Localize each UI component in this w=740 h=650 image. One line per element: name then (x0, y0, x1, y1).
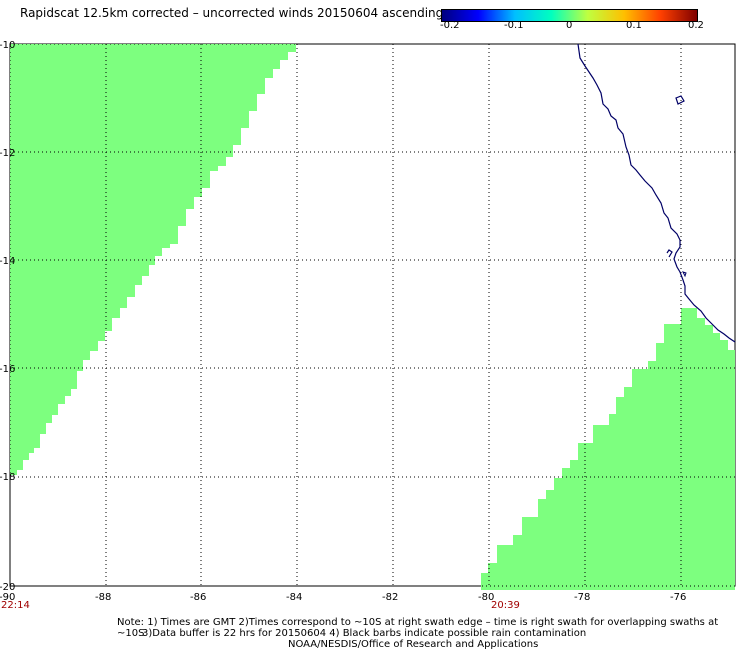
islet-icon (682, 271, 687, 278)
y-tick-label: -18 (0, 472, 15, 483)
x-tick-label: -78 (574, 592, 590, 603)
inlet-icon (666, 249, 673, 258)
swath-right (481, 308, 735, 590)
y-tick-label: -10 (0, 40, 15, 51)
time-right: 20:39 (491, 600, 520, 611)
swath-left (10, 44, 296, 475)
y-tick-label: -12 (0, 148, 15, 159)
y-tick-label: -20 (0, 582, 15, 593)
colorbar (441, 9, 698, 22)
colorbar-label-min: -0.2 (440, 20, 460, 31)
colorbar-label-zero: 0 (566, 20, 573, 31)
x-tick-label: -84 (286, 592, 302, 603)
x-tick-label: -76 (670, 592, 686, 603)
x-tick-label: -90 (0, 592, 15, 603)
note-line-1: Note: 1) Times are GMT 2)Times correspon… (117, 617, 719, 639)
colorbar-label-pos01: 0.1 (626, 20, 642, 31)
south-america-coastline (577, 43, 736, 343)
island-icon (675, 95, 685, 105)
x-tick-label: -88 (95, 592, 111, 603)
note-line-3: NOAA/NESDIS/Office of Research and Appli… (288, 639, 539, 650)
note-line-2: 3)Data buffer is 22 hrs for 20150604 4) … (142, 628, 587, 639)
x-tick-label: -80 (478, 592, 494, 603)
map-title: Rapidscat 12.5km corrected – uncorrected… (20, 6, 444, 20)
colorbar-label-max: 0.2 (688, 20, 704, 31)
time-left: 22:14 (1, 600, 30, 611)
y-tick-label: -16 (0, 364, 15, 375)
x-tick-label: -86 (190, 592, 206, 603)
lat-lon-grid (9, 43, 735, 587)
y-tick-label: -14 (0, 256, 15, 267)
colorbar-label-neg01: -0.1 (504, 20, 524, 31)
x-tick-label: -82 (382, 592, 398, 603)
